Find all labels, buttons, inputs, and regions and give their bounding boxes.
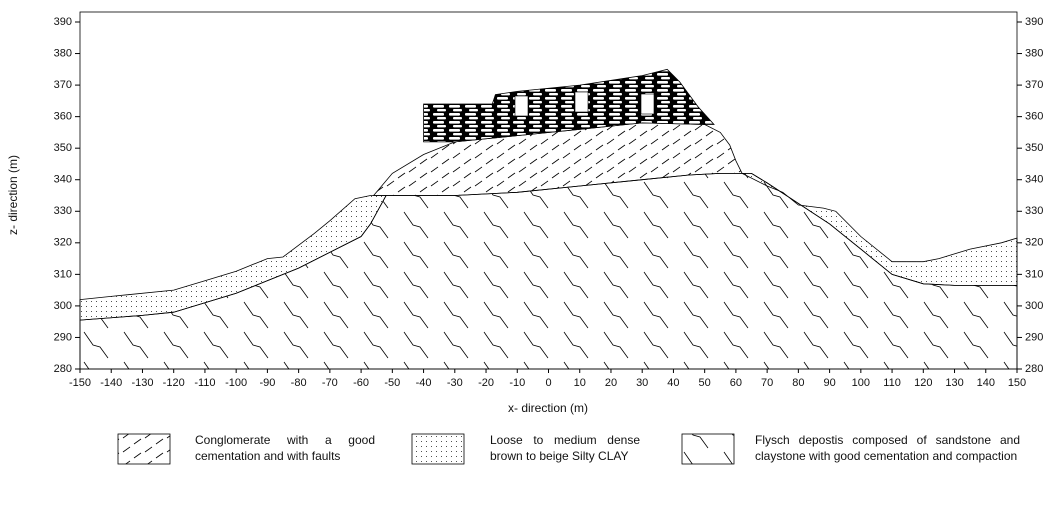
- x-tick-label: 10: [574, 377, 586, 389]
- x-axis-label: x- direction (m): [508, 401, 588, 415]
- x-tick-label: -140: [100, 377, 122, 389]
- x-tick-label: 80: [792, 377, 804, 389]
- x-tick-label: -150: [69, 377, 91, 389]
- y2-tick-label: 390: [1025, 16, 1043, 28]
- x-tick-label: -130: [131, 377, 153, 389]
- legend-swatch: [682, 434, 734, 464]
- x-tick-label: -110: [194, 377, 215, 389]
- y2-tick-label: 370: [1025, 79, 1043, 91]
- y-tick-label: 310: [54, 268, 72, 280]
- x-tick-label: -120: [163, 377, 185, 389]
- x-tick-label: 100: [852, 377, 870, 389]
- y-tick-label: 280: [54, 363, 72, 375]
- y-tick-label: 340: [54, 174, 72, 186]
- x-tick-label: -70: [322, 377, 338, 389]
- x-tick-label: 0: [545, 377, 551, 389]
- y-tick-label: 320: [54, 237, 72, 249]
- y-tick-label: 370: [54, 79, 72, 91]
- x-tick-label: 90: [823, 377, 835, 389]
- y-tick-label: 300: [54, 300, 72, 312]
- x-tick-label: -50: [384, 377, 400, 389]
- y2-tick-label: 350: [1025, 142, 1043, 154]
- y-tick-label: 360: [54, 111, 72, 123]
- layer: [80, 173, 1017, 369]
- y-axis-label: z- direction (m): [6, 155, 20, 235]
- x-tick-label: -20: [478, 377, 494, 389]
- x-tick-label: -90: [259, 377, 275, 389]
- y2-tick-label: 330: [1025, 205, 1043, 217]
- y2-tick-label: 280: [1025, 363, 1043, 375]
- x-tick-label: 30: [636, 377, 648, 389]
- x-tick-label: -60: [353, 377, 369, 389]
- x-tick-label: -10: [509, 377, 525, 389]
- y2-tick-label: 380: [1025, 47, 1043, 59]
- figure: x- direction (m) z- direction (m) 280 280…: [0, 0, 1056, 505]
- x-tick-label: -100: [225, 377, 247, 389]
- y-tick-label: 350: [54, 142, 72, 154]
- y-tick-label: 380: [54, 47, 72, 59]
- x-tick-label: 50: [699, 377, 711, 389]
- x-tick-label: 150: [1008, 377, 1026, 389]
- y2-tick-label: 360: [1025, 111, 1043, 123]
- window: [641, 94, 654, 114]
- x-tick-label: 40: [667, 377, 679, 389]
- x-tick-label: 60: [730, 377, 742, 389]
- y-tick-label: 330: [54, 205, 72, 217]
- y2-tick-label: 290: [1025, 331, 1043, 343]
- window: [515, 96, 528, 116]
- y2-tick-label: 340: [1025, 174, 1043, 186]
- window: [575, 92, 588, 112]
- x-tick-label: 120: [914, 377, 932, 389]
- x-tick-label: -40: [416, 377, 432, 389]
- legend-label: Loose to medium dense brown to beige Sil…: [490, 432, 640, 464]
- x-tick-label: 70: [761, 377, 773, 389]
- y2-tick-label: 300: [1025, 300, 1043, 312]
- x-tick-label: 110: [883, 377, 901, 389]
- legend-swatch: [118, 434, 170, 464]
- y-tick-label: 390: [54, 16, 72, 28]
- x-tick-label: -30: [447, 377, 463, 389]
- x-tick-label: 20: [605, 377, 617, 389]
- legend-swatch: [412, 434, 464, 464]
- y2-tick-label: 310: [1025, 268, 1043, 280]
- y2-tick-label: 320: [1025, 237, 1043, 249]
- x-tick-label: 140: [977, 377, 995, 389]
- legend-label: Flysch depostis composed of sandstone an…: [755, 432, 1020, 464]
- chart: x- direction (m) z- direction (m) 280 280…: [0, 0, 1056, 505]
- x-tick-label: 130: [945, 377, 963, 389]
- y-tick-label: 290: [54, 331, 72, 343]
- legend-label: Conglomerate with a good cementation and…: [195, 432, 375, 464]
- x-tick-label: -80: [291, 377, 307, 389]
